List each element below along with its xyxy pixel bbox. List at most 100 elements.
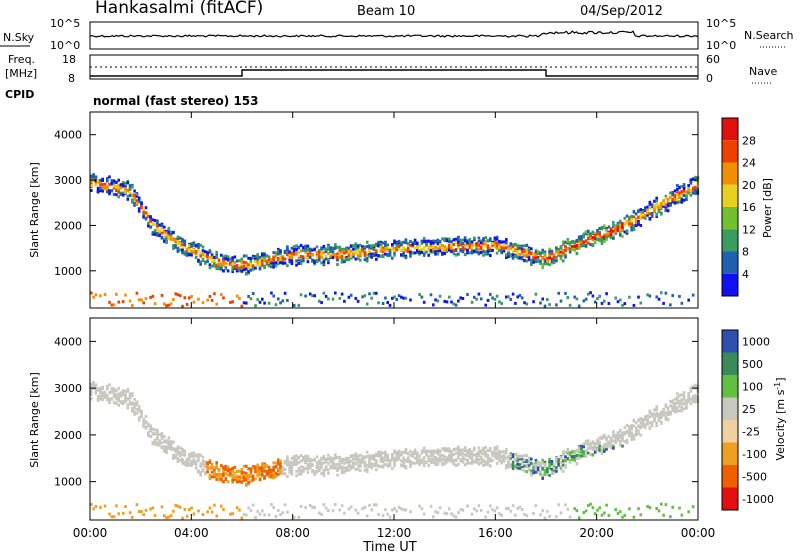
velocity-cell-2993 xyxy=(527,468,531,472)
power-cell-3382 xyxy=(584,241,588,244)
power-cell-1064 xyxy=(245,261,248,265)
velocity-cell-1951 xyxy=(375,460,378,464)
velocity-cell-1439 xyxy=(299,454,303,457)
power-cell-648 xyxy=(183,242,187,246)
power-cell-1948 xyxy=(375,253,378,257)
power-cell-3570 xyxy=(612,229,615,233)
power-cell-2550 xyxy=(461,297,465,300)
power-cell-3930 xyxy=(664,203,668,206)
power-cell-1374 xyxy=(290,256,294,260)
velocity-cell-3309 xyxy=(573,455,576,458)
velocity-cell-3061 xyxy=(536,468,540,472)
power-cell-3844 xyxy=(653,207,656,211)
velocity-cell-3233 xyxy=(562,461,565,465)
velocity-cell-4067 xyxy=(685,398,688,402)
velocity-cell-493 xyxy=(160,505,164,509)
velocity-cell-1705 xyxy=(338,463,342,467)
velocity-cell-395 xyxy=(147,433,150,437)
velocity-cell-2163 xyxy=(404,459,408,463)
power-cell-4082 xyxy=(687,298,690,302)
velocity-cell-3261 xyxy=(566,451,570,455)
power-cell-3708 xyxy=(632,215,636,219)
velocity-cell-835 xyxy=(210,475,214,479)
power-cell-4046 xyxy=(682,198,686,202)
power-cell-3362 xyxy=(582,235,586,239)
power-cell-1288 xyxy=(277,252,280,256)
power-cell-1342 xyxy=(286,253,289,257)
velocity-cell-2917 xyxy=(516,462,519,466)
velocity-cell-2035 xyxy=(386,463,389,467)
power-cell-2422 xyxy=(443,299,446,303)
velocity-cell-3551 xyxy=(607,513,611,517)
velocity-cell-1341 xyxy=(283,503,287,507)
power-cell-1032 xyxy=(240,269,244,273)
power-cell-1724 xyxy=(340,292,344,296)
power-cell-3514 xyxy=(603,239,606,243)
power-cell-1114 xyxy=(251,264,255,268)
velocity-cell-491 xyxy=(160,436,164,440)
velocity-cell-2407 xyxy=(441,461,444,465)
power-cell-490 xyxy=(160,227,164,231)
power-cell-2410 xyxy=(443,248,446,252)
velocity-cell-3703 xyxy=(630,438,633,441)
velocity-cell-3431 xyxy=(591,440,595,444)
power-cell-1316 xyxy=(281,259,285,262)
velocity-cell-3717 xyxy=(632,437,636,441)
velocity-cell-2995 xyxy=(527,465,531,469)
velocity-cell-767 xyxy=(201,455,205,459)
velocity-cell-2911 xyxy=(514,513,517,517)
power-cell-680 xyxy=(188,248,191,252)
power-cell-2578 xyxy=(466,241,469,245)
colorbar-tick-label: -25 xyxy=(742,425,760,438)
velocity-cell-3473 xyxy=(598,436,601,440)
power-cell-496 xyxy=(163,235,166,239)
power-cell-3414 xyxy=(589,234,592,237)
power-cell-302 xyxy=(133,189,136,193)
power-cell-2508 xyxy=(457,240,460,244)
velocity-cell-2659 xyxy=(477,504,481,508)
velocity-cell-3711 xyxy=(632,419,636,423)
velocity-cell-1287 xyxy=(277,467,280,471)
power-cell-1150 xyxy=(256,298,259,302)
power-cell-2722 xyxy=(489,238,492,242)
velocity-cell-523 xyxy=(165,448,168,452)
power-cell-2956 xyxy=(520,257,524,261)
power-cell-76 xyxy=(99,294,102,298)
power-cell-1086 xyxy=(247,294,250,298)
velocity-cell-189 xyxy=(117,396,120,400)
power-cell-1146 xyxy=(256,257,259,261)
power-cell-2768 xyxy=(493,297,497,301)
power-cell-3188 xyxy=(555,303,558,307)
power-cell-1924 xyxy=(370,255,373,259)
colorbar-segment xyxy=(722,229,738,252)
power-cell-2220 xyxy=(413,238,417,242)
power-cell-486 xyxy=(160,235,164,239)
power-cell-1268 xyxy=(274,261,278,265)
velocity-cell-397 xyxy=(147,422,150,426)
power-cell-958 xyxy=(229,261,232,265)
power-cell-3036 xyxy=(534,248,538,252)
power-cell-1066 xyxy=(245,263,248,267)
power-cell-284 xyxy=(131,194,134,198)
power-cell-3972 xyxy=(671,196,674,200)
velocity-cell-3625 xyxy=(619,433,622,437)
velocity-cell-175 xyxy=(115,389,118,392)
power-cell-3172 xyxy=(552,253,556,256)
velocity-cell-2783 xyxy=(495,456,499,460)
power-cell-1662 xyxy=(331,297,335,301)
velocity-cell-505 xyxy=(163,440,166,444)
velocity-cell-2037 xyxy=(386,512,389,516)
velocity-cell-1643 xyxy=(329,456,332,460)
velocity-cell-4111 xyxy=(691,385,695,389)
power-cell-788 xyxy=(204,253,207,256)
velocity-cell-1107 xyxy=(251,466,255,470)
power-cell-3516 xyxy=(603,224,606,228)
power-cell-1898 xyxy=(368,247,371,250)
velocity-cell-2309 xyxy=(427,449,430,453)
velocity-cell-1379 xyxy=(290,456,294,460)
velocity-cell-4001 xyxy=(676,396,679,400)
power-cell-2748 xyxy=(491,248,494,252)
power-cell-2250 xyxy=(418,250,421,254)
power-cell-3482 xyxy=(598,238,601,242)
power-cell-4052 xyxy=(682,194,686,197)
